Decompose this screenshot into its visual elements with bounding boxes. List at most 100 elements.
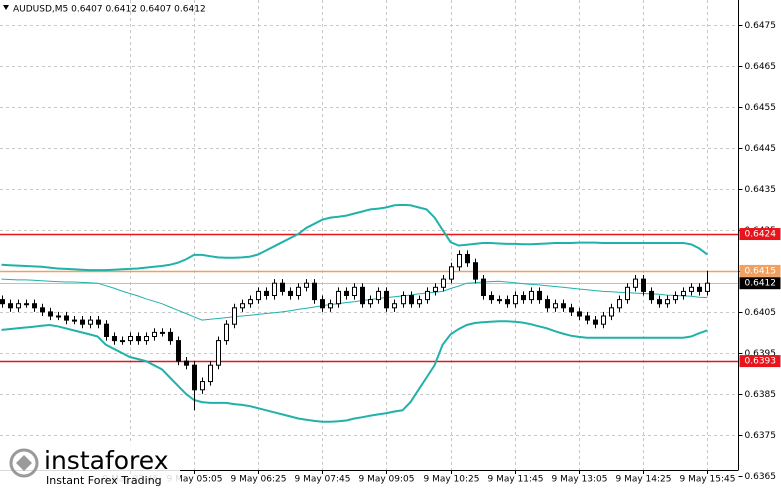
x-tick-label: 9 May 06:25 xyxy=(231,475,287,485)
candle-body xyxy=(441,278,446,288)
y-tick-label: 0.6435 xyxy=(745,185,777,195)
menu-arrow[interactable] xyxy=(3,5,9,10)
candle-body xyxy=(128,335,133,342)
band-lower xyxy=(1,320,708,423)
candle-body xyxy=(80,319,85,325)
candle-body xyxy=(208,364,213,383)
candle-body xyxy=(24,303,29,306)
band-upper xyxy=(1,203,708,272)
x-tick-label: 9 May 13:05 xyxy=(552,475,608,485)
logo-icon xyxy=(16,455,32,471)
y-tick-label: 0.6475 xyxy=(745,21,777,31)
candle-body xyxy=(336,290,341,305)
price-tag xyxy=(739,355,781,368)
x-tick-label: 9 May 15:45 xyxy=(680,475,736,485)
candle-body xyxy=(593,319,598,325)
candle-body xyxy=(513,295,518,305)
candle-body xyxy=(497,299,502,302)
candle-body xyxy=(232,307,237,325)
candle-body xyxy=(689,286,694,292)
candle-body xyxy=(152,331,157,337)
plot xyxy=(0,203,739,423)
candle-body xyxy=(649,290,654,301)
y-tick-label: 0.6365 xyxy=(745,472,777,482)
candle-body xyxy=(344,290,349,297)
candle-body xyxy=(457,254,462,268)
candle-body xyxy=(56,315,61,318)
candle-body xyxy=(320,299,325,309)
candle-body xyxy=(417,299,422,305)
candle-body xyxy=(272,282,277,297)
candle-body xyxy=(425,290,430,301)
candle-body xyxy=(88,319,93,325)
candle-body xyxy=(505,299,510,305)
candle-body xyxy=(64,315,69,321)
candle-body xyxy=(176,340,181,362)
candle-body xyxy=(312,282,317,301)
candle-body xyxy=(577,311,582,317)
band-middle xyxy=(1,278,708,321)
symbol-info: AUDUSD,M5 0.6407 0.6412 0.6407 0.6412 xyxy=(13,5,206,15)
x-tick-label: 9 May 07:45 xyxy=(295,475,351,485)
candle-body xyxy=(633,278,638,288)
price-tag xyxy=(739,277,781,290)
candle-body xyxy=(481,278,486,297)
candle-body xyxy=(72,319,77,322)
candle-body xyxy=(104,323,109,337)
candle-body xyxy=(641,278,646,292)
candle-body xyxy=(569,307,574,313)
x-tick-label: 9 May 11:45 xyxy=(488,475,544,485)
candle-body xyxy=(328,303,333,309)
candle-body xyxy=(617,299,622,309)
y-tick-label: 0.6455 xyxy=(745,103,777,113)
price-tag-label: 0.6424 xyxy=(745,230,777,240)
candle-body xyxy=(433,286,438,292)
candle-body xyxy=(216,340,221,366)
candle-body xyxy=(256,290,261,301)
candle-body xyxy=(280,282,285,292)
price-tag-label: 0.6412 xyxy=(745,279,777,289)
candle-body xyxy=(561,303,566,309)
x-tick-label: 9 May 10:25 xyxy=(424,475,480,485)
candle-body xyxy=(192,364,197,391)
price-tag-label: 0.6415 xyxy=(745,266,777,276)
candle-body xyxy=(32,303,37,309)
candle-body xyxy=(48,311,53,317)
candle-body xyxy=(489,295,494,301)
y-tick-label: 0.6465 xyxy=(745,62,777,72)
candle-body xyxy=(585,315,590,321)
candle-body xyxy=(609,307,614,317)
watermark: instaforex Instant Forex Trading xyxy=(0,444,180,489)
price-tag xyxy=(739,228,781,241)
candle-body xyxy=(376,290,381,301)
candle-body xyxy=(409,295,414,305)
candle-body xyxy=(200,381,205,391)
y-tick-label: 0.6385 xyxy=(745,390,777,400)
candle-body xyxy=(8,303,13,309)
candle-body xyxy=(681,290,686,297)
candle-body xyxy=(665,299,670,305)
candle-body xyxy=(673,295,678,301)
candle-body xyxy=(449,266,454,280)
candle-body xyxy=(288,290,293,297)
price-tag-label: 0.6393 xyxy=(745,357,777,367)
x-tick-label: 9 May 09:05 xyxy=(359,475,415,485)
candle-body xyxy=(296,286,301,297)
candle-body xyxy=(465,254,470,264)
brand: instaforex xyxy=(44,446,169,475)
candle-body xyxy=(529,290,534,301)
candle-body xyxy=(112,335,117,342)
y-tick-label: 0.6375 xyxy=(745,431,777,441)
candle-body xyxy=(352,286,357,297)
candle-body xyxy=(401,295,406,305)
candle-body xyxy=(697,286,702,292)
candle-body xyxy=(224,323,229,342)
candle-body xyxy=(384,290,389,309)
candle-body xyxy=(304,282,309,288)
x-tick-label: 9 May 14:25 xyxy=(616,475,672,485)
candle-body xyxy=(0,299,5,305)
y-tick-label: 0.6445 xyxy=(745,144,777,154)
candle-body xyxy=(657,299,662,305)
